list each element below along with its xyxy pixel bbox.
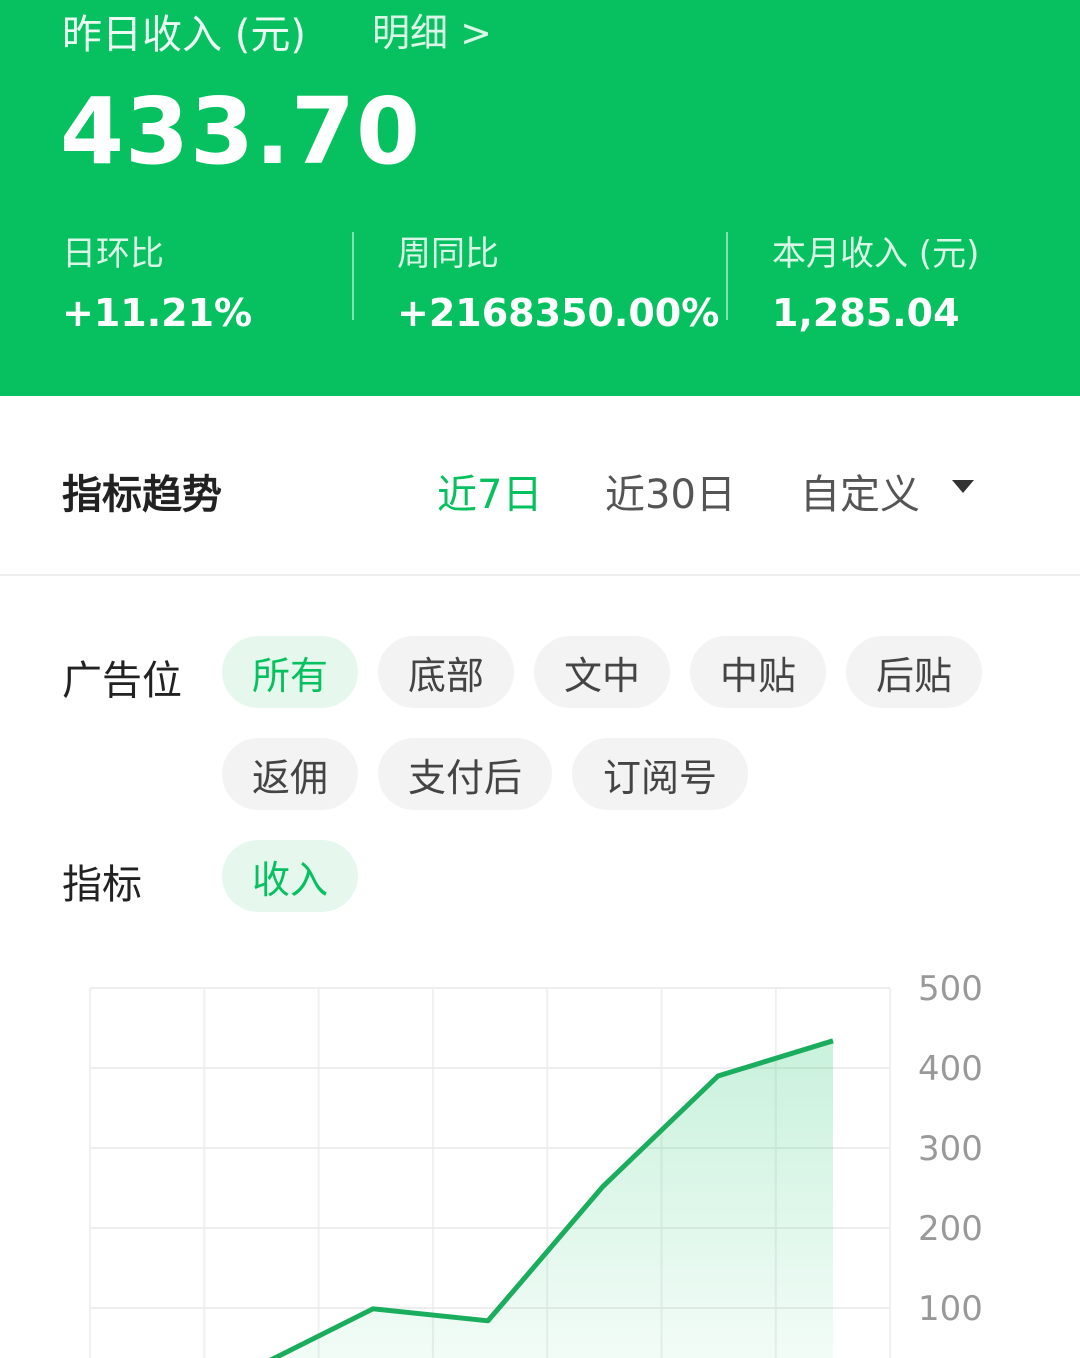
chip-all[interactable]: 所有	[222, 636, 358, 708]
y-tick-label: 500	[918, 969, 983, 1009]
chip-mid-roll[interactable]: 中贴	[690, 636, 826, 708]
stat-week-over-week: 周同比 +2168350.00%	[397, 226, 719, 335]
metric-label: 指标	[62, 862, 142, 908]
income-header: 昨日收入 (元) 明细 > 433.70 日环比 +11.21% 周同比 +21…	[0, 0, 1080, 396]
yesterday-income-title: 昨日收入 (元)	[62, 12, 306, 58]
income-trend-chart: 500 400 300 200 100	[89, 969, 983, 1358]
divider	[726, 232, 728, 320]
chip-subscription[interactable]: 订阅号	[572, 738, 748, 810]
stat-value: +11.21%	[62, 291, 253, 335]
yesterday-income-amount: 433.70	[60, 78, 422, 185]
range-custom[interactable]: 自定义	[800, 472, 920, 518]
stat-value: 1,285.04	[772, 291, 960, 335]
chip-rebate[interactable]: 返佣	[222, 738, 358, 810]
stat-label: 本月收入 (元)	[772, 234, 980, 274]
y-tick-label: 300	[918, 1129, 983, 1169]
y-tick-label: 400	[918, 1049, 983, 1089]
chip-in-article[interactable]: 文中	[534, 636, 670, 708]
chip-after-payment[interactable]: 支付后	[378, 738, 552, 810]
chip-post-roll[interactable]: 后贴	[846, 636, 982, 708]
dropdown-caret-icon[interactable]	[952, 480, 974, 493]
income-series-line	[269, 1038, 834, 1358]
stat-value: +2168350.00%	[397, 291, 720, 335]
ad-position-label: 广告位	[62, 658, 182, 704]
area-fill	[143, 1040, 833, 1358]
divider	[352, 232, 354, 320]
y-tick-label: 200	[918, 1209, 983, 1249]
trend-title: 指标趋势	[62, 472, 222, 518]
detail-link[interactable]: 明细 >	[372, 11, 492, 55]
chip-income[interactable]: 收入	[222, 840, 358, 912]
y-tick-label: 100	[918, 1289, 983, 1329]
stat-label: 周同比	[397, 234, 499, 274]
range-7-days[interactable]: 近7日	[437, 472, 543, 518]
chip-bottom[interactable]: 底部	[378, 636, 514, 708]
stat-label: 日环比	[62, 234, 164, 274]
divider	[0, 574, 1080, 576]
range-30-days[interactable]: 近30日	[605, 472, 736, 518]
stat-month-income: 本月收入 (元) 1,285.04	[772, 226, 979, 335]
stat-day-over-day: 日环比 +11.21%	[62, 226, 252, 335]
